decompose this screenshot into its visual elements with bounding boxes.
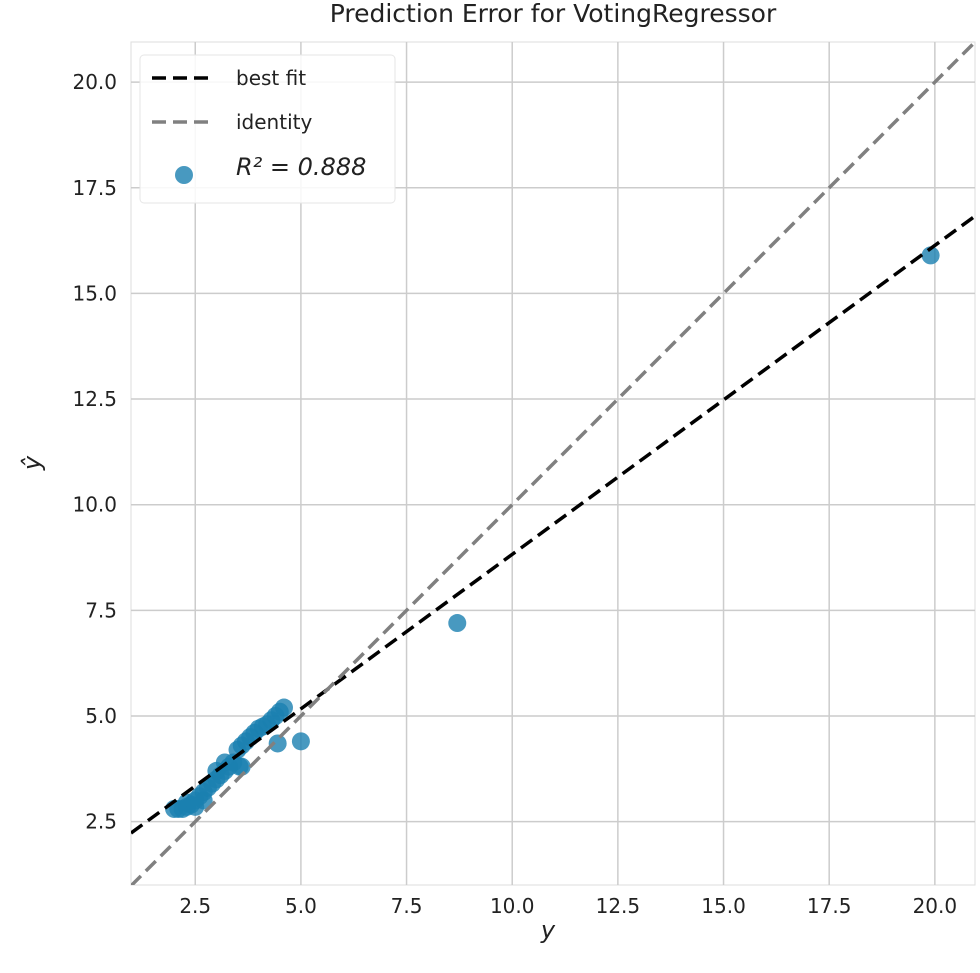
y-tick-label: 20.0 [72, 70, 117, 94]
y-tick-label: 10.0 [72, 493, 117, 517]
legend-label: R² = 0.888 [236, 153, 366, 181]
point [291, 732, 310, 751]
y-tick-label: 12.5 [72, 387, 117, 411]
legend-box [139, 54, 396, 204]
x-tick-label: 2.5 [179, 894, 211, 918]
line [131, 214, 975, 835]
x-tick-label: 12.5 [596, 894, 641, 918]
y-tick-label: 17.5 [72, 176, 117, 200]
chart-title: Prediction Error for VotingRegressor [330, 0, 777, 28]
legend-label: identity [236, 110, 312, 134]
point [232, 757, 251, 776]
legend-label: best fit [236, 66, 306, 90]
point [194, 791, 213, 810]
point [448, 614, 467, 633]
x-tick-label: 17.5 [807, 894, 852, 918]
x-tick-label: 5.0 [285, 894, 317, 918]
legend-swatch [175, 166, 193, 184]
y-tick-label: 2.5 [85, 810, 117, 834]
x-tick-label: 15.0 [701, 894, 746, 918]
x-tick-label: 7.5 [391, 894, 423, 918]
line [131, 42, 975, 885]
x-tick-label: 10.0 [490, 894, 535, 918]
y-axis-label: ŷ [18, 455, 46, 471]
y-tick-label: 7.5 [85, 598, 117, 622]
x-tick-label: 20.0 [913, 894, 958, 918]
y-tick-label: 15.0 [72, 281, 117, 305]
point [921, 246, 940, 265]
x-axis-label: y [540, 916, 556, 944]
point [268, 734, 287, 753]
y-tick-label: 5.0 [85, 704, 117, 728]
